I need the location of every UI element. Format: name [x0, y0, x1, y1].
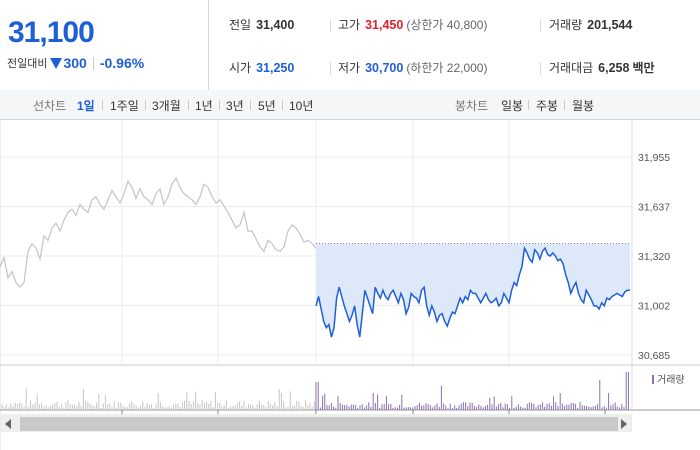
change-label: 전일대비 [7, 58, 48, 70]
change-percent: -0.96% [99, 55, 145, 71]
divider [330, 62, 331, 75]
divider [564, 100, 565, 110]
tab-10-years[interactable]: 10년 [289, 99, 314, 113]
divider [250, 100, 251, 110]
y-tick-label: 31,320 [638, 251, 670, 263]
y-tick-label: 30,685 [638, 350, 670, 362]
open-value: 31,250 [256, 61, 295, 75]
volume-label: 거래량 [549, 18, 583, 32]
divider [282, 100, 283, 110]
prev-close-label: 전일 [229, 18, 252, 32]
volume: 거래량 201,544 [549, 16, 632, 33]
tab-1-year[interactable]: 1년 [195, 99, 213, 113]
scroll-left-arrow-icon[interactable] [5, 419, 11, 429]
tab-daily-candle[interactable]: 일봉 [501, 99, 524, 113]
price-summary: 31,100 전일대비 300 -0.96% 전일 31,400 고가 31,450… [0, 0, 700, 91]
amount-unit: 백만 [632, 61, 655, 75]
volume-value: 201,544 [587, 18, 633, 32]
line-chart-group-label: 선차트 [33, 99, 67, 113]
divider [219, 100, 220, 110]
low-value: 30,700 [365, 61, 404, 75]
low-label: 저가 [338, 61, 361, 75]
day-low: 저가 30,700 (하한가 22,000) [338, 59, 487, 76]
today-price-line [315, 245, 630, 338]
amount-label: 거래대금 [549, 61, 594, 75]
prev-close-value: 31,400 [256, 18, 295, 32]
divider [540, 62, 541, 75]
divider [528, 100, 529, 110]
current-price: 31,100 [8, 16, 95, 49]
tab-1-week[interactable]: 1주일 [110, 99, 139, 113]
price-chart: 31,955 31,637 31,320 31,002 30,685 거래량 [0, 120, 700, 450]
tab-5-years[interactable]: 5년 [258, 99, 276, 113]
candle-chart-group-label: 봉차트 [455, 99, 489, 113]
lower-limit: (하한가 22,000) [406, 61, 488, 75]
volume-legend-swatch [652, 375, 654, 384]
high-value: 31,450 [365, 18, 404, 32]
y-tick-label: 31,637 [638, 202, 670, 214]
previous-day-line [0, 176, 317, 289]
divider [330, 19, 331, 32]
tab-weekly-candle[interactable]: 주봉 [536, 99, 559, 113]
scroll-right-arrow-icon[interactable] [621, 419, 627, 429]
tab-monthly-candle[interactable]: 월봉 [572, 99, 595, 113]
tab-3-years[interactable]: 3년 [226, 99, 244, 113]
open-price: 시가 31,250 [229, 59, 294, 76]
change-value: 300 [63, 55, 87, 71]
tab-1-day[interactable]: 1일 [77, 99, 95, 113]
divider [145, 100, 146, 110]
tab-3-months[interactable]: 3개월 [152, 99, 181, 113]
change-row: 전일대비 300 -0.96% [7, 54, 144, 72]
y-tick-label: 31,955 [638, 152, 670, 164]
trade-amount: 거래대금 6,258 백만 [549, 59, 655, 76]
down-triangle-icon [50, 57, 63, 69]
scrollbar-thumb[interactable] [20, 417, 618, 431]
y-tick-label: 31,002 [638, 301, 670, 313]
divider [208, 0, 209, 90]
y-axis-ticks: 31,955 31,637 31,320 31,002 30,685 [638, 152, 670, 362]
divider [102, 100, 103, 110]
chart-series [0, 176, 630, 338]
prev-close: 전일 31,400 [229, 16, 294, 33]
volume-panel: 거래량 [0, 364, 700, 414]
open-label: 시가 [229, 61, 252, 75]
day-high: 고가 31,450 (상한가 40,800) [338, 16, 487, 33]
amount-value: 6,258 [598, 61, 630, 75]
period-tabs: 선차트 1일 1주일 3개월 1년 3년 5년 10년 봉차트 일봉 주봉 월봉 [0, 90, 700, 120]
divider [540, 19, 541, 32]
upper-limit: (상한가 40,800) [406, 18, 488, 32]
chart-scrollbar [0, 414, 632, 432]
today-area-fill [316, 243, 630, 338]
high-label: 고가 [338, 18, 361, 32]
divider [92, 56, 94, 70]
volume-legend-label: 거래량 [657, 374, 685, 386]
divider [188, 100, 189, 110]
